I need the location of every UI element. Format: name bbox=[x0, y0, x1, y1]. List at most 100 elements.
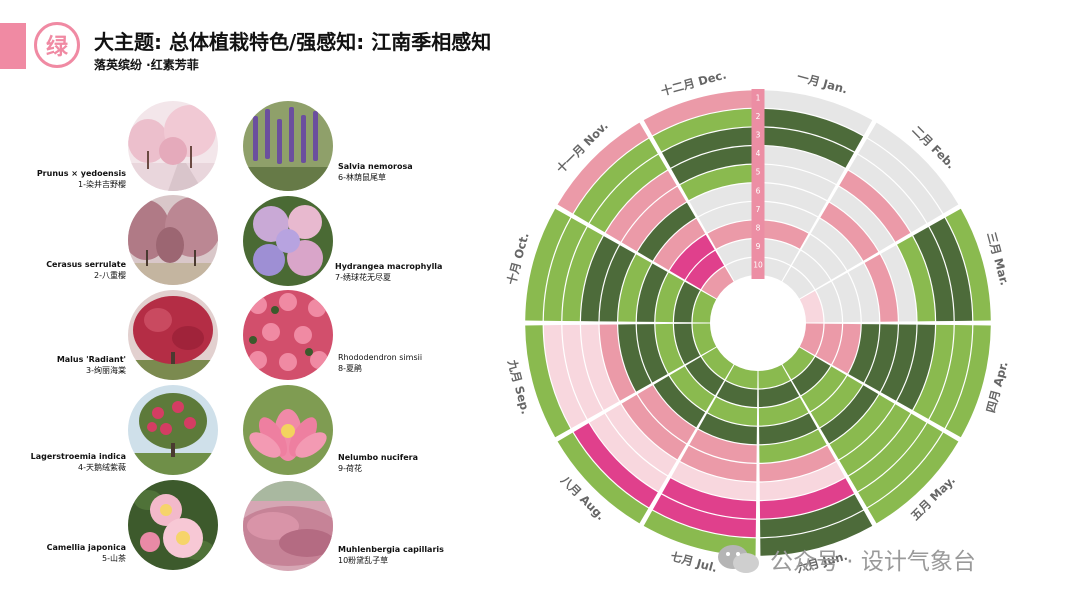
ring-4-month-12-segment bbox=[698, 201, 757, 233]
photo-camellia-flowers bbox=[128, 480, 218, 570]
page-subtitle: 落英缤纷 ·红素芳菲 bbox=[94, 58, 199, 72]
ring-3-month-1-segment bbox=[758, 220, 809, 249]
radial-bloom-calendar: 一月 Jan.二月 Feb.三月 Mar.四月 Apr.五月 May.六月 Ju… bbox=[504, 68, 1012, 576]
plant-label: Rhododendron simsii 8-夏鹃 bbox=[338, 353, 423, 373]
ring-5-month-4-segment bbox=[864, 324, 898, 392]
ring-4-month-2-segment bbox=[810, 218, 863, 271]
ring-9-month-10-segment bbox=[543, 217, 587, 321]
ring-6-month-6-segment bbox=[759, 445, 836, 482]
ring-1-month-11-segment bbox=[701, 266, 734, 299]
ring-6-month-5-segment bbox=[829, 394, 895, 460]
ring-7-month-2-segment bbox=[839, 170, 911, 242]
ring-9-month-9-segment bbox=[543, 325, 587, 429]
ring-7-month-7-segment bbox=[671, 462, 757, 500]
photo-double-cherry-trees bbox=[128, 195, 218, 285]
ring-1-month-8-segment bbox=[701, 347, 734, 380]
ring-4-month-10-segment bbox=[636, 263, 668, 322]
ring-2-month-2-segment bbox=[791, 250, 831, 290]
ring-7-month-11-segment bbox=[605, 170, 677, 242]
ring-8-month-12-segment bbox=[661, 127, 757, 168]
accent-bar bbox=[0, 23, 26, 69]
ring-number-strip: 1 2 3 4 5 6 7 8 9 10 bbox=[751, 89, 765, 279]
ring-8-month-4-segment bbox=[913, 324, 954, 420]
plant-label: Muhlenbergia capillaris 10粉黛乱子草 bbox=[338, 545, 444, 565]
ring-4-month-5-segment bbox=[810, 375, 863, 428]
ring-6-month-2-segment bbox=[829, 186, 895, 252]
ring-3-month-3-segment bbox=[832, 272, 861, 323]
ring-8-month-9-segment bbox=[562, 324, 603, 420]
ring-9-month-11-segment bbox=[573, 138, 658, 223]
ring-3-month-9-segment bbox=[655, 323, 684, 374]
ring-3-month-8-segment bbox=[669, 366, 715, 412]
photo-lotus-flower bbox=[243, 385, 333, 475]
ring-1-month-1-segment bbox=[758, 257, 791, 282]
ring-10-month-7-segment bbox=[643, 510, 756, 556]
ring-5-month-12-segment bbox=[689, 183, 757, 217]
plant-label: Malus 'Radiant' 3-绚丽海棠 bbox=[56, 355, 126, 375]
ring-number-label: 1 bbox=[756, 93, 761, 102]
plant-label: Camellia japonica 5-山茶 bbox=[46, 543, 126, 563]
ring-3-month-4-segment bbox=[832, 323, 861, 374]
ring-3-month-7-segment bbox=[707, 397, 758, 426]
ring-8-month-7-segment bbox=[661, 478, 757, 519]
ring-6-month-8-segment bbox=[621, 394, 687, 460]
ring-9-month-8-segment bbox=[573, 423, 658, 508]
ring-1-month-12-segment bbox=[725, 257, 758, 282]
ring-4-month-7-segment bbox=[698, 413, 757, 445]
ring-7-month-12-segment bbox=[671, 146, 757, 184]
ring-7-month-10-segment bbox=[581, 236, 619, 322]
category-badge: 绿 bbox=[34, 22, 80, 68]
ring-5-month-11-segment bbox=[637, 202, 696, 261]
ring-5-month-3-segment bbox=[864, 254, 898, 322]
ring-5-month-1-segment bbox=[759, 183, 827, 217]
ring-2-month-7-segment bbox=[716, 381, 758, 407]
ring-6-month-12-segment bbox=[680, 164, 757, 201]
photo-pink-muhly-grass bbox=[243, 481, 333, 571]
ring-10-month-8-segment bbox=[557, 432, 649, 524]
ring-2-month-11-segment bbox=[685, 250, 725, 290]
ring-6-month-3-segment bbox=[880, 245, 917, 322]
ring-4-month-3-segment bbox=[848, 263, 880, 322]
ring-10-month-12-segment bbox=[643, 90, 756, 136]
ring-2-month-5-segment bbox=[791, 356, 831, 396]
ring-1-month-7-segment bbox=[725, 364, 758, 389]
ring-7-month-1-segment bbox=[759, 146, 845, 184]
ring-10-month-1-segment bbox=[760, 90, 873, 136]
ring-3-month-12-segment bbox=[707, 220, 758, 249]
ring-8-month-10-segment bbox=[562, 226, 603, 322]
photo-salvia-flowers bbox=[243, 101, 333, 191]
ring-10-month-4-segment bbox=[945, 325, 991, 438]
plant-label: Cerasus serrulate 2-八重樱 bbox=[46, 260, 126, 280]
ring-4-month-6-segment bbox=[759, 413, 818, 445]
ring-2-month-4-segment bbox=[816, 323, 842, 365]
ring-9-month-3-segment bbox=[929, 217, 973, 321]
ring-number-label: 3 bbox=[756, 131, 761, 140]
ring-9-month-5-segment bbox=[858, 423, 943, 508]
ring-2-month-10-segment bbox=[674, 281, 700, 323]
watermark-text: 公众号 · 设计气象台 bbox=[770, 549, 976, 575]
ring-1-month-10-segment bbox=[692, 290, 717, 323]
ring-2-month-9-segment bbox=[674, 323, 700, 365]
ring-10-month-6-segment bbox=[760, 510, 873, 556]
ring-9-month-7-segment bbox=[652, 494, 756, 538]
ring-number-label: 6 bbox=[756, 186, 761, 195]
ring-1-month-6-segment bbox=[758, 364, 791, 389]
ring-9-month-1-segment bbox=[760, 108, 864, 152]
ring-1-month-2-segment bbox=[782, 266, 815, 299]
ring-9-month-2-segment bbox=[858, 138, 943, 223]
ring-1-month-3-segment bbox=[799, 290, 824, 323]
ring-9-month-12-segment bbox=[652, 108, 756, 152]
photo-cherry-blossom-avenue bbox=[128, 101, 218, 191]
page-title: 大主题: 总体植栽特色/强感知: 江南季相感知 bbox=[94, 30, 492, 54]
watermark: 公众号 · 设计气象台 bbox=[716, 542, 976, 576]
ring-9-month-4-segment bbox=[929, 325, 973, 429]
ring-9-month-6-segment bbox=[760, 494, 864, 538]
ring-6-month-1-segment bbox=[759, 164, 836, 201]
ring-5-month-7-segment bbox=[689, 429, 757, 463]
ring-5-month-6-segment bbox=[759, 429, 827, 463]
ring-6-month-11-segment bbox=[621, 186, 687, 252]
badge-text: 绿 bbox=[45, 35, 68, 60]
ring-10-month-2-segment bbox=[867, 122, 959, 214]
month-label: 七月 Jul. bbox=[669, 549, 719, 575]
ring-5-month-2-segment bbox=[820, 202, 879, 261]
